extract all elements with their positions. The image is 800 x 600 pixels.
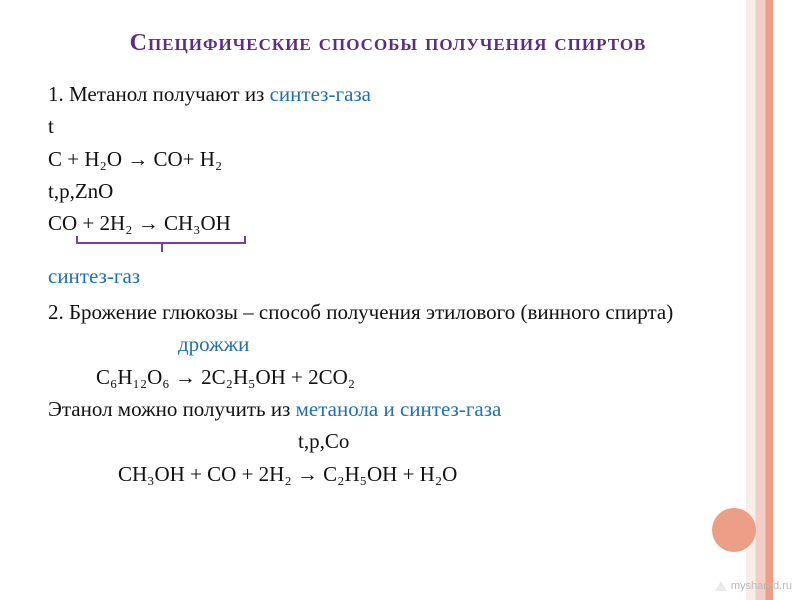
slide-title: Специфические способы получения спиртов — [48, 28, 728, 58]
eq4-condition: t,p,Co — [298, 427, 728, 455]
syn-gas-label: синтез-газ — [48, 262, 728, 290]
decorative-rail — [746, 0, 800, 600]
eq1: C + H₂O → CO+ H₂ — [48, 145, 728, 173]
slide: Специфические способы получения спиртов … — [0, 0, 800, 600]
eq2-condition: t,p,ZnO — [48, 177, 728, 205]
section-2-heading: 2. Брожение глюкозы – способ получения э… — [48, 298, 728, 326]
eq4: CH₃OH + CO + 2H₂ → C₂H₅OH + H₂O — [118, 460, 728, 488]
section-1-heading-text: 1. Метанол получают из — [48, 82, 270, 106]
section-1-heading-link: синтез-газа — [270, 82, 371, 106]
eq2: CO + 2H₂ → CH₃OH — [48, 209, 728, 237]
eq3: C₆H₁₂O₆ → 2C₂H₅OH + 2CO₂ — [96, 363, 728, 391]
section-2b-heading-text: Этанол можно получить из — [48, 397, 296, 421]
section-1-heading: 1. Метанол получают из синтез-газа — [48, 80, 728, 108]
eq3-condition: дрожжи — [178, 330, 728, 358]
eq1-condition: t — [48, 112, 728, 140]
syn-gas-bracket — [76, 242, 246, 260]
section-2b-heading: Этанол можно получить из метанола и синт… — [48, 395, 728, 423]
brand-text: myshared.ru — [731, 580, 792, 592]
accent-circle-icon — [712, 508, 756, 552]
slide-body: 1. Метанол получают из синтез-газа t C +… — [48, 80, 728, 488]
section-2b-heading-link: метанола и синтез-газа — [296, 397, 502, 421]
brand-watermark: myshared.ru — [715, 580, 792, 592]
brand-triangle-icon — [715, 581, 727, 591]
